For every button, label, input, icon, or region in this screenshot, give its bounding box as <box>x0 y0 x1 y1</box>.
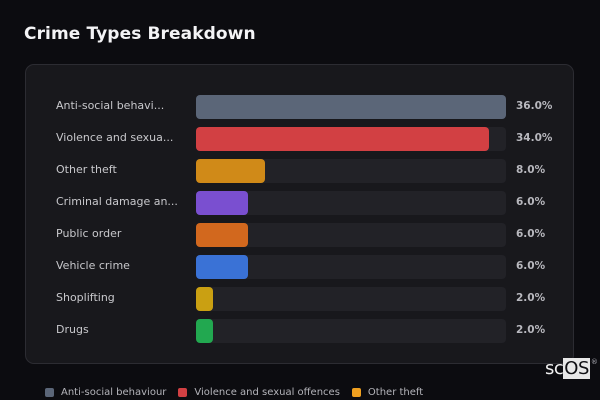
legend-swatch-icon <box>178 388 188 397</box>
bar-label: Anti-social behavi... <box>56 99 165 112</box>
bar-row[interactable]: Drugs 2.0% <box>26 319 573 343</box>
registered-mark: ® <box>590 358 598 366</box>
bar-label: Vehicle crime <box>56 259 130 272</box>
chart-title: Crime Types Breakdown <box>24 24 256 44</box>
legend-swatch-icon <box>45 388 54 397</box>
bar-value: 8.0% <box>516 164 546 176</box>
logo-prefix: sc <box>545 358 564 379</box>
bar-row[interactable]: Public order 6.0% <box>26 223 573 247</box>
legend-label: Other theft <box>367 387 424 398</box>
bar-label: Criminal damage an... <box>56 195 178 208</box>
legend-item[interactable]: Anti-social behaviour <box>45 387 166 398</box>
bar-fill <box>196 127 489 151</box>
bar-label: Violence and sexua... <box>56 131 174 144</box>
bar-track <box>196 191 506 215</box>
bar-row[interactable]: Criminal damage an... 6.0% <box>26 191 573 215</box>
bar-fill <box>196 191 248 215</box>
legend-label: Violence and sexual offences <box>194 387 340 398</box>
bar-fill <box>196 319 213 343</box>
bar-track <box>196 159 506 183</box>
bar-label: Public order <box>56 227 122 240</box>
bar-value: 6.0% <box>516 196 546 208</box>
bar-track <box>196 95 506 119</box>
bar-value: 6.0% <box>516 260 546 272</box>
bar-fill <box>196 223 248 247</box>
bar-fill <box>196 287 213 311</box>
bar-value: 2.0% <box>516 324 546 336</box>
bar-track <box>196 319 506 343</box>
bar-row[interactable]: Shoplifting 2.0% <box>26 287 573 311</box>
bar-row[interactable]: Violence and sexua... 34.0% <box>26 127 573 151</box>
bar-row[interactable]: Other theft 8.0% <box>26 159 573 183</box>
bar-track <box>196 127 506 151</box>
scos-logo: scOS ® <box>545 358 598 379</box>
bar-label: Drugs <box>56 323 89 336</box>
bar-label: Shoplifting <box>56 291 115 304</box>
chart-card: Anti-social behavi... 36.0% Violence and s… <box>25 64 574 364</box>
bar-fill <box>196 159 265 183</box>
bar-row[interactable]: Anti-social behavi... 36.0% <box>26 95 573 119</box>
bar-fill <box>196 95 506 119</box>
bar-value: 36.0% <box>516 100 553 112</box>
bar-label: Other theft <box>56 163 117 176</box>
bar-fill <box>196 255 248 279</box>
bar-value: 6.0% <box>516 228 546 240</box>
bar-value: 2.0% <box>516 292 546 304</box>
bar-track <box>196 287 506 311</box>
bar-track <box>196 223 506 247</box>
bar-row[interactable]: Vehicle crime 6.0% <box>26 255 573 279</box>
bar-track <box>196 255 506 279</box>
bar-value: 34.0% <box>516 132 553 144</box>
legend-label: Anti-social behaviour <box>61 387 167 398</box>
chart-legend: Anti-social behaviour Violence and sexual… <box>45 387 423 398</box>
logo-boxed: OS <box>563 358 590 379</box>
legend-item[interactable]: Violence and sexual offences <box>178 387 340 398</box>
legend-swatch-icon <box>351 388 361 397</box>
legend-item[interactable]: Other theft <box>351 387 424 398</box>
